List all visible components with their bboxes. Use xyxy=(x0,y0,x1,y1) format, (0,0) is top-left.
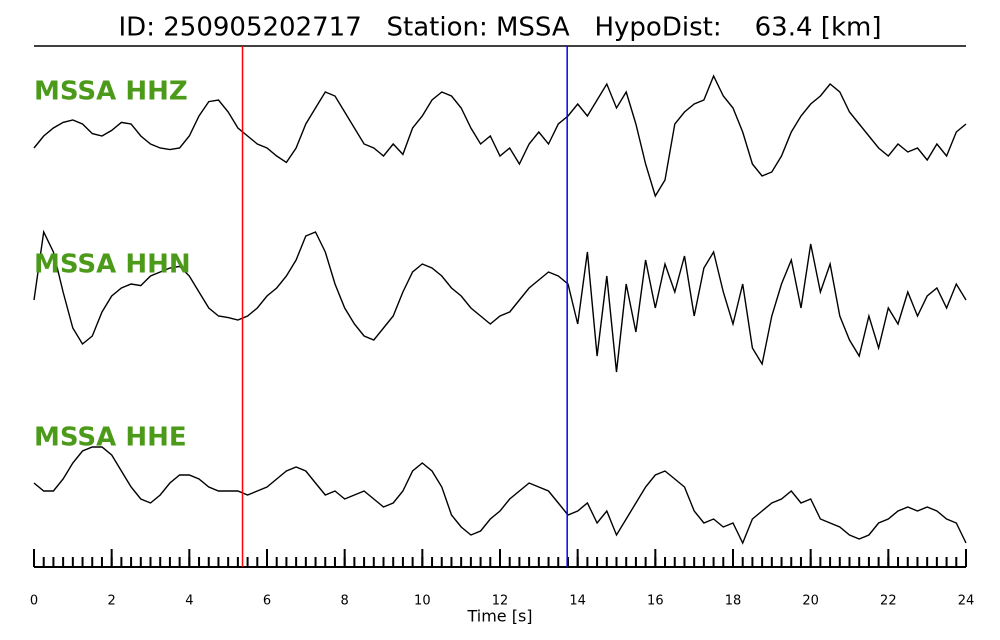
x-tick-label: 8 xyxy=(341,594,349,609)
x-tick-label: 10 xyxy=(414,594,431,609)
x-tick-label: 14 xyxy=(569,594,586,609)
x-tick-label: 6 xyxy=(263,594,271,609)
x-tick-label: 24 xyxy=(958,594,975,609)
x-tick-label: 2 xyxy=(108,594,116,609)
x-tick-label: 22 xyxy=(880,594,897,609)
x-tick-label: 12 xyxy=(492,594,509,609)
x-tick-label: 20 xyxy=(802,594,819,609)
trace-label: MSSA HHZ xyxy=(34,77,188,107)
x-axis-label: Time [s] xyxy=(466,607,532,626)
trace xyxy=(33,74,967,198)
trace-label: MSSA HHE xyxy=(34,423,187,453)
x-tick-label: 0 xyxy=(30,594,38,609)
x-tick-label: 4 xyxy=(185,594,193,609)
chart-title: ID: 250905202717 Station: MSSA HypoDist:… xyxy=(119,13,882,43)
x-tick-label: 18 xyxy=(725,594,742,609)
x-tick-label: 16 xyxy=(647,594,664,609)
trace xyxy=(33,446,967,545)
trace-label: MSSA HHN xyxy=(34,250,191,280)
trace xyxy=(33,229,967,373)
